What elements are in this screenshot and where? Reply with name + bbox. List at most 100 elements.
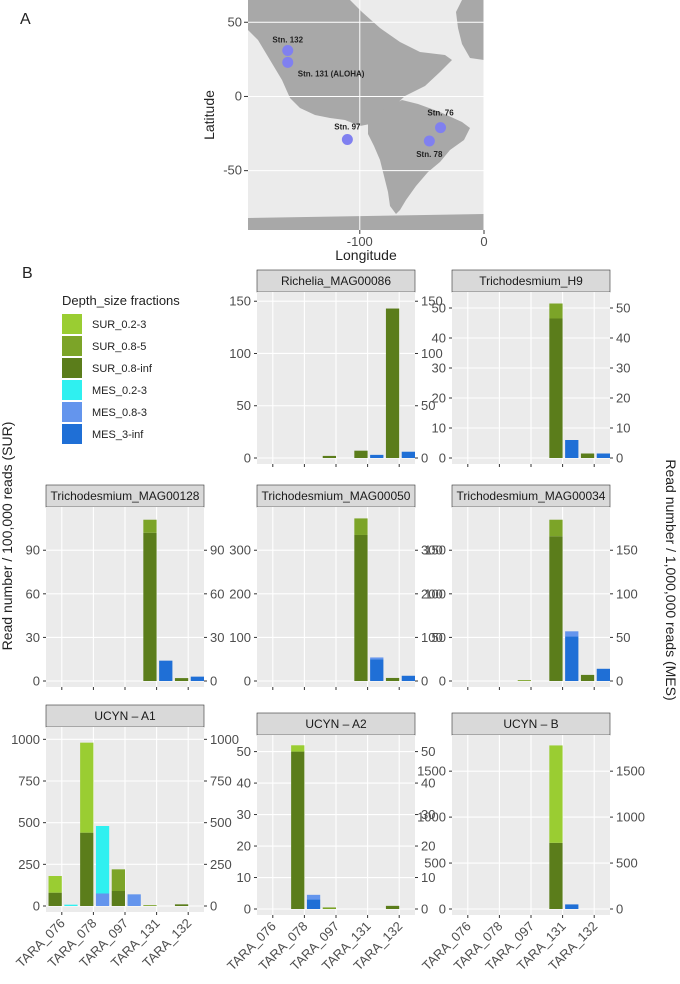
right-ytick-label: 0 — [421, 674, 428, 689]
bar-segment — [596, 668, 610, 681]
bar-segment — [322, 455, 336, 458]
bar-segment — [549, 318, 563, 458]
bar-segment — [596, 453, 610, 458]
bar-segment — [401, 675, 415, 681]
map-ytick-label: -50 — [223, 163, 242, 178]
facet-title: Trichodesmium_MAG00034 — [457, 489, 606, 503]
right-ytick-label: 1500 — [616, 764, 645, 779]
x-tick-labels: TARA_076TARA_078TARA_097TARA_131TARA_132… — [13, 916, 600, 974]
right-ytick-label: 0 — [616, 451, 623, 466]
left-ytick-label: 100 — [229, 346, 251, 361]
bar-segment — [190, 676, 204, 681]
left-ytick-label: 50 — [432, 301, 446, 316]
right-ytick-label: 1000 — [210, 732, 239, 747]
station-label: Stn. 97 — [334, 122, 361, 131]
right-ytick-label: 300 — [421, 543, 443, 558]
legend-items: SUR_0.2-3 SUR_0.8-5 SUR_0.8-inf MES_0.2-3 ME… — [62, 314, 153, 444]
faceted-bar-chart: Richelia_MAG00086050100150050100150Trich… — [11, 269, 645, 918]
legend-swatch — [62, 380, 82, 400]
station-point — [435, 122, 447, 134]
bar-segment — [370, 454, 384, 458]
right-ytick-label: 0 — [421, 902, 428, 917]
bar-segment — [549, 303, 563, 319]
bar-segment — [80, 742, 94, 833]
bar-segment — [291, 745, 305, 752]
station-label: Stn. 76 — [427, 109, 454, 118]
left-ytick-label: 0 — [244, 451, 251, 466]
panel-label-a: A — [20, 11, 31, 28]
bar-segment — [111, 891, 125, 906]
right-ytick-label: 500 — [210, 815, 232, 830]
bar-segment — [385, 308, 400, 458]
left-ytick-label: 1000 — [11, 732, 40, 747]
bar-segment — [48, 892, 62, 906]
map-xlabel: Longitude — [335, 247, 397, 263]
right-ytick-label: 500 — [616, 856, 638, 871]
left-ytick-label: 1000 — [417, 810, 446, 825]
bar-segment — [401, 451, 415, 458]
left-ytick-label: 0 — [244, 674, 251, 689]
left-ytick-label: 0 — [244, 902, 251, 917]
left-ytick-label: 200 — [229, 586, 251, 601]
left-ytick-label: 40 — [432, 331, 446, 346]
right-ytick-label: 50 — [421, 744, 435, 759]
station-label: Stn. 132 — [272, 35, 303, 44]
bar-segment — [370, 659, 384, 681]
left-ytick-label: 0 — [439, 902, 446, 917]
left-ytick-label: 10 — [432, 421, 446, 436]
right-ytick-label: 200 — [421, 586, 443, 601]
right-ytick-label: 90 — [210, 543, 224, 558]
facet-title: Trichodesmium_MAG00050 — [262, 489, 411, 503]
bar-segment — [549, 745, 563, 843]
right-axis-title: Read number / 1,000,000 reads (MES) — [663, 459, 679, 700]
bar-segment — [354, 534, 368, 681]
right-ytick-label: 50 — [616, 301, 630, 316]
right-ytick-label: 0 — [210, 674, 217, 689]
right-ytick-label: 100 — [421, 346, 443, 361]
right-ytick-label: 30 — [421, 807, 435, 822]
station-point — [341, 133, 353, 145]
left-axis-title: Read number / 100,000 reads (SUR) — [0, 422, 15, 651]
left-ytick-label: 50 — [237, 398, 251, 413]
left-ytick-label: 60 — [26, 586, 40, 601]
left-ytick-label: 150 — [424, 543, 446, 558]
left-ytick-label: 100 — [424, 586, 446, 601]
left-ytick-label: 750 — [18, 774, 40, 789]
bar-segment — [143, 519, 157, 533]
left-ytick-label: 0 — [439, 451, 446, 466]
bar-segment — [127, 894, 141, 906]
bar-segment — [291, 751, 305, 909]
facet-panel: UCYN – A2 0 10 20 30 40 50 0 10 20 30 40 50 — [237, 712, 435, 918]
legend-label: SUR_0.8-5 — [92, 341, 146, 353]
bar-segment — [95, 893, 110, 906]
legend-label: SUR_0.8-inf — [92, 363, 153, 375]
bar-segment — [306, 899, 321, 909]
map-ytick-label: 50 — [228, 14, 242, 29]
legend-title: Depth_size fractions — [62, 293, 180, 308]
legend-label: SUR_0.2-3 — [92, 319, 146, 331]
facet-title: Richelia_MAG00086 — [281, 274, 391, 288]
right-ytick-label: 50 — [421, 398, 435, 413]
facet-panel: Trichodesmium_MAG00128 0 30 60 90 0 30 60 90 — [26, 484, 224, 690]
bar-segment — [48, 876, 62, 893]
world-map: Stn. 132 Stn. 131 (ALOHA) Stn. 97 Stn. 76 St… — [201, 0, 488, 263]
left-ytick-label: 250 — [18, 857, 40, 872]
right-ytick-label: 60 — [210, 586, 224, 601]
right-ytick-label: 40 — [616, 331, 630, 346]
map-ytick-label: 0 — [235, 88, 242, 103]
facet-panel: Trichodesmium_MAG00050010020030001002003… — [229, 484, 443, 690]
panel-label-b: B — [22, 265, 33, 282]
bar-segment — [143, 532, 157, 681]
right-ytick-label: 100 — [421, 630, 443, 645]
bar-segment — [385, 905, 400, 909]
right-ytick-label: 150 — [421, 294, 443, 309]
facet-title: UCYN – A1 — [94, 709, 156, 723]
bar-segment — [580, 674, 595, 681]
facet-panel: UCYN – A1 0 250 500 750 1000 0 250 500 750 1000 — [11, 704, 239, 915]
right-ytick-label: 30 — [616, 361, 630, 376]
legend-label: MES_0.2-3 — [92, 385, 147, 397]
station-label: Stn. 131 (ALOHA) — [298, 69, 365, 78]
right-ytick-label: 30 — [210, 630, 224, 645]
